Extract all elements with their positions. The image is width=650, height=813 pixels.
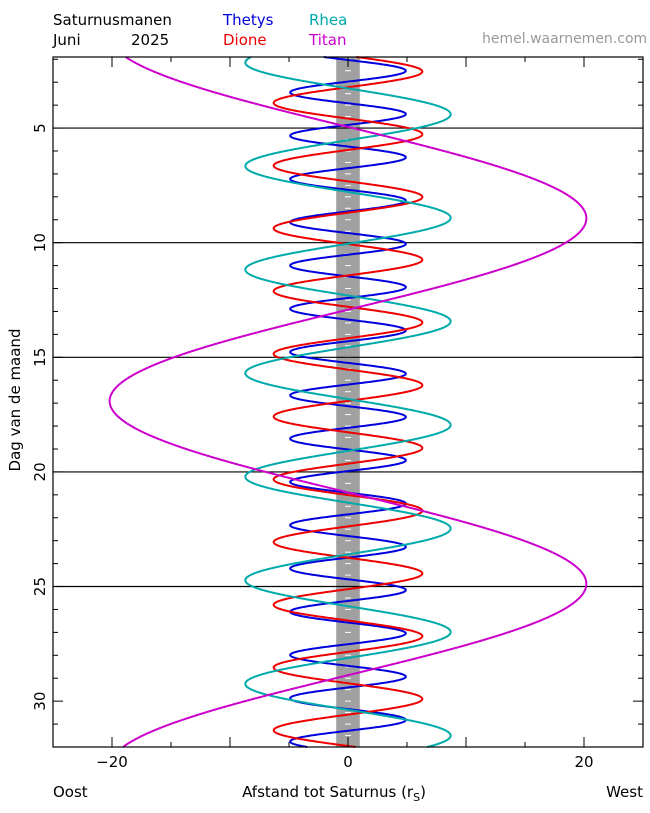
x-left-label: Oost [53,783,88,801]
x-tick-label: −20 [96,753,128,771]
y-tick-label: 30 [31,692,49,711]
x-tick-label: 0 [343,753,353,771]
saturn-band [336,57,360,747]
chart-month: Juni [53,31,81,49]
series-rhea [244,56,452,748]
series-thetys [289,56,407,748]
series-dione [272,56,424,748]
x-tick-label: 20 [574,753,593,771]
y-tick-label: 20 [31,462,49,481]
y-axis-label: Dag van de maand [6,329,24,472]
y-tick-label: 25 [31,577,49,596]
y-tick-label: 10 [31,233,49,252]
x-right-label: West [606,783,643,801]
legend-titan: Titan [309,31,347,49]
y-axis-ticks: 5 10 15 20 25 30 [31,58,643,748]
y-tick-label: 5 [31,123,49,133]
site-credit: hemel.waarnemen.com [482,31,648,47]
x-axis-label: Afstand tot Saturnus (rS) [242,783,426,804]
chart-year: 2025 [131,31,170,49]
orbit-curves [108,56,588,748]
series-titan [108,56,588,748]
legend-rhea: Rhea [309,11,348,29]
chart-title: Saturnusmanen [53,11,172,29]
legend-dione: Dione [223,31,267,49]
x-axis-ticks: −20 0 20 [52,57,644,771]
y-tick-label: 15 [31,348,49,367]
legend-thetys: Thetys [223,11,274,29]
